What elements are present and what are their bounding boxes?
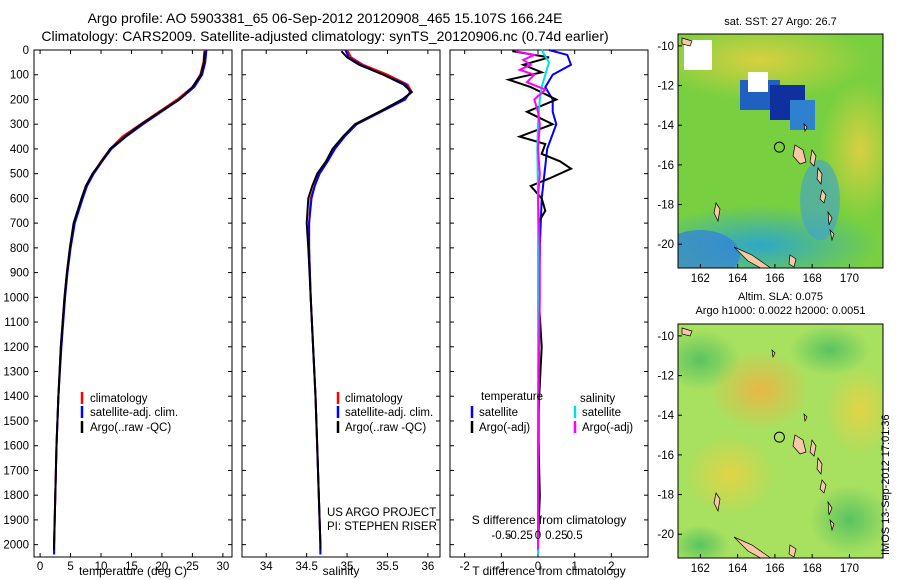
x-tick-label: 36 xyxy=(421,561,434,573)
depth-tick-label: 1700 xyxy=(3,465,29,477)
depth-tick-label: 1200 xyxy=(3,342,29,354)
temperature-legend: climatology satellite-adj. clim. Argo(..… xyxy=(80,392,178,434)
legend-climatology-label: climatology xyxy=(345,393,403,405)
depth-tick-label: 1500 xyxy=(3,416,29,428)
series-line xyxy=(53,51,206,550)
series-line xyxy=(308,49,413,555)
depth-tick-label: 1100 xyxy=(4,317,29,329)
depth-tick-label: 100 xyxy=(10,70,29,82)
legend-temperature-header: temperature xyxy=(481,391,543,403)
series-line xyxy=(53,49,206,555)
x-tick-label: -2 xyxy=(460,561,470,573)
sla-map-subtitle: Argo h1000: 0.0022 h2000: 0.0051 xyxy=(695,305,866,317)
depth-tick-label: 300 xyxy=(10,119,29,131)
series-line xyxy=(308,49,412,555)
s-tick-label: -0.5 xyxy=(491,530,511,542)
depth-tick-label: 900 xyxy=(10,268,29,280)
s-tick-label: 0 xyxy=(535,530,541,542)
difference-x-axis: -2 -1 0 1 2 xyxy=(460,50,615,573)
series-line xyxy=(53,49,208,555)
legend-satellite-label: satellite-adj. clim. xyxy=(345,407,433,419)
series-line xyxy=(515,50,548,550)
salinity-panel-frame xyxy=(241,49,441,558)
temperature-series xyxy=(53,49,208,555)
depth-tick-label: 1300 xyxy=(3,367,29,379)
salinity-axis-label: salinity xyxy=(323,564,360,578)
depth-tick-label: 1000 xyxy=(3,292,29,304)
x-tick-label: -1 xyxy=(496,561,506,573)
x-tick-label: 5 xyxy=(67,561,73,573)
x-tick-label: 34.5 xyxy=(295,561,317,573)
series-line xyxy=(537,49,573,555)
depth-tick-label: 700 xyxy=(10,218,29,230)
salinity-series xyxy=(305,49,414,555)
x-tick-label: 35.5 xyxy=(376,561,398,573)
sst-map-title: sat. SST: 27 Argo: 26.7 xyxy=(724,16,837,28)
series-line xyxy=(305,50,414,550)
depth-tick-label: 1900 xyxy=(3,515,29,527)
x-tick-label: 15 xyxy=(125,561,138,573)
temperature-panel-frame xyxy=(33,49,233,558)
difference-legend: temperature salinity satellite Argo(-adj… xyxy=(470,391,633,434)
depth-tick-label: 500 xyxy=(10,169,29,181)
sla-map-title: Altim. SLA: 0.075 xyxy=(738,291,823,303)
s-difference-ticks: -0.5-0.25 0 0.25 0.5 xyxy=(491,530,582,542)
depth-tick-label: 1600 xyxy=(3,441,29,453)
figure-title-line-1: Argo profile: AO 5903381_65 06-Sep-2012 … xyxy=(87,10,563,26)
series-line xyxy=(504,50,574,550)
depth-tick-label: 0 xyxy=(23,45,29,57)
x-tick-label: 2 xyxy=(608,561,614,573)
project-label: US ARGO PROJECT xyxy=(327,507,436,519)
x-tick-label: 34 xyxy=(260,561,273,573)
pi-label: PI: STEPHEN RISER xyxy=(327,521,437,533)
legend-sal-satellite-label: satellite xyxy=(582,407,621,419)
x-tick-label: 10 xyxy=(95,561,108,573)
legend-satellite-label: satellite-adj. clim. xyxy=(90,407,178,419)
t-difference-axis-label: T difference from climatology xyxy=(472,564,626,578)
figure-title-line-2: Climatology: CARS2009. Satellite-adjuste… xyxy=(41,28,609,44)
depth-tick-label: 1400 xyxy=(3,391,29,403)
legend-temp-satellite-label: satellite xyxy=(479,407,518,419)
depth-tick-label: 2000 xyxy=(3,540,29,552)
legend-climatology-label: climatology xyxy=(90,393,148,405)
legend-sal-argo-label: Argo(-adj) xyxy=(582,422,633,434)
x-tick-label: 1 xyxy=(571,561,577,573)
s-difference-axis-label: S difference from climatology xyxy=(472,513,627,527)
x-tick-label: 20 xyxy=(156,561,169,573)
s-tick-label: 0.5 xyxy=(567,530,583,542)
depth-tick-label: 600 xyxy=(10,193,29,205)
depth-tick-label: 200 xyxy=(10,94,29,106)
s-tick-label: -0.25 xyxy=(507,530,533,542)
temperature-x-axis: 0 5 10 15 20 25 30 xyxy=(37,50,229,573)
depth-tick-label: 1800 xyxy=(3,490,29,502)
x-tick-label: 0 xyxy=(535,561,541,573)
legend-argo-label: Argo(..raw -QC) xyxy=(90,422,171,434)
legend-salinity-header: salinity xyxy=(580,393,615,405)
depth-tick-label: 400 xyxy=(10,144,29,156)
legend-temp-argo-label: Argo(-adj) xyxy=(479,422,530,434)
x-tick-label: 35 xyxy=(341,561,354,573)
salinity-legend: climatology satellite-adj. clim. Argo(..… xyxy=(336,392,433,434)
difference-series xyxy=(504,49,574,555)
x-tick-label: 0 xyxy=(37,561,43,573)
depth-axis: 0 100 200 300 400 500 600 700 800 900 1000 1100 1200… xyxy=(3,45,648,552)
depth-tick-label: 800 xyxy=(10,243,29,255)
x-tick-label: 25 xyxy=(186,561,199,573)
legend-argo-label: Argo(..raw -QC) xyxy=(345,422,426,434)
imos-timestamp: IMOS 13-Sep-2012 17:01:36 xyxy=(880,414,892,555)
temperature-axis-label: temperature (deg C) xyxy=(79,564,187,578)
s-tick-label: 0.25 xyxy=(545,530,567,542)
salinity-x-axis: 34 34.5 35 35.5 36 xyxy=(260,50,434,573)
x-tick-label: 30 xyxy=(216,561,229,573)
